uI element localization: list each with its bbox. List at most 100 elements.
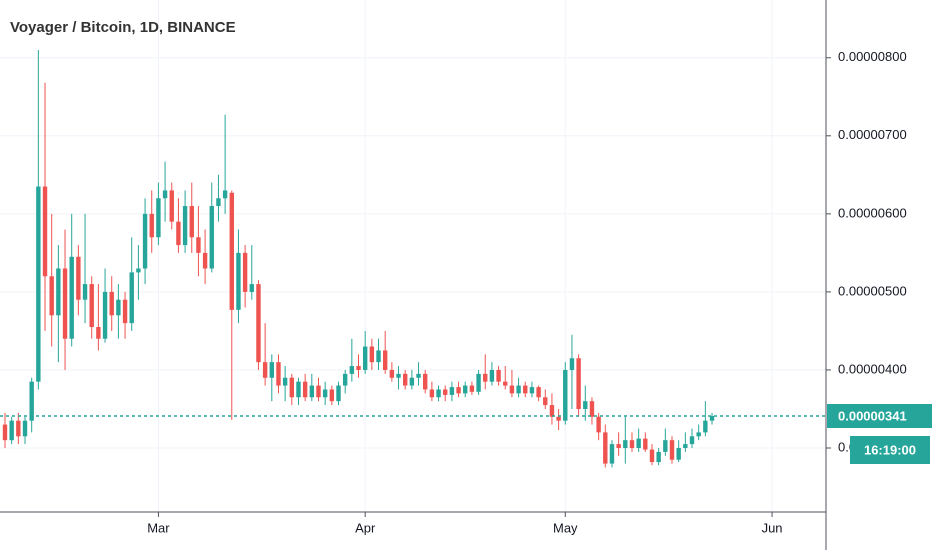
candle-body	[156, 198, 161, 238]
x-tick-label: Mar	[147, 520, 170, 535]
candle-body	[56, 268, 61, 316]
candle-body	[616, 444, 621, 448]
candle-body	[423, 373, 428, 390]
candle-body	[709, 416, 715, 421]
candle-body	[102, 291, 108, 339]
candle-body	[382, 350, 388, 370]
candle-body	[389, 369, 395, 378]
candle-body	[496, 369, 501, 382]
candle-body	[536, 387, 541, 398]
candle-body	[249, 284, 254, 292]
y-tick-label: 0.00000400	[838, 361, 907, 376]
candle-body	[589, 401, 595, 417]
candle-body	[483, 373, 488, 382]
candle-body	[629, 440, 635, 448]
candle-body	[529, 387, 535, 394]
candle-body	[236, 252, 241, 310]
x-tick-label: Jun	[762, 520, 783, 535]
candle-body	[376, 350, 381, 363]
candle-body	[656, 451, 661, 463]
last-price-box	[827, 404, 932, 428]
candle-body	[22, 420, 28, 437]
candle-body	[476, 373, 481, 392]
candle-body	[42, 186, 48, 277]
candle-body	[282, 377, 288, 386]
candle-body	[256, 284, 261, 363]
countdown-label: 16:19:00	[864, 442, 916, 457]
candle-body	[516, 385, 521, 394]
candle-body	[416, 373, 421, 378]
candle-body	[129, 272, 134, 324]
chart-title: Voyager / Bitcoin, 1D, BINANCE	[10, 19, 236, 36]
candle-body	[503, 381, 508, 386]
candle-body	[369, 346, 375, 363]
candle-body	[489, 369, 495, 382]
candle-body	[142, 213, 148, 269]
candle-body	[342, 373, 348, 386]
candle-body	[262, 362, 268, 378]
candle-body	[49, 276, 54, 316]
candle-body	[122, 299, 128, 324]
candle-body	[116, 299, 121, 316]
x-tick-label: May	[553, 520, 578, 535]
candle-body	[302, 381, 308, 398]
candle-body	[362, 346, 368, 370]
candle-body	[349, 366, 355, 374]
candle-body	[703, 420, 708, 433]
candle-body	[469, 385, 475, 392]
candle-body	[356, 366, 361, 370]
candle-body	[696, 432, 701, 437]
candle-body	[109, 291, 114, 316]
candle-body	[429, 389, 435, 398]
candle-body	[242, 252, 248, 292]
candle-body	[169, 190, 174, 222]
candle-body	[436, 389, 441, 398]
candle-body	[29, 381, 34, 421]
grid	[0, 0, 826, 512]
candle-body	[456, 387, 461, 394]
candle-body	[162, 190, 168, 199]
candle-body	[663, 440, 668, 452]
candle-body	[636, 438, 641, 448]
candle-body	[329, 389, 335, 402]
candle-body	[216, 198, 221, 207]
candle-body	[409, 377, 415, 386]
candle-body	[449, 387, 455, 395]
candle-body	[62, 268, 68, 339]
candle-body	[269, 362, 274, 378]
candle-body	[296, 381, 301, 398]
y-tick-label: 0.00000600	[838, 205, 907, 220]
candle-body	[96, 327, 101, 339]
countdown-box	[850, 436, 930, 464]
candle-body	[176, 221, 181, 246]
candle-body	[222, 190, 228, 199]
candle-body	[676, 448, 681, 460]
candle-body	[669, 440, 675, 460]
candle-body	[229, 192, 234, 310]
candle-body	[136, 268, 141, 273]
last-price-label: 0.00000341	[838, 408, 907, 423]
candle-body	[289, 377, 295, 398]
candle-body	[603, 432, 608, 464]
candle-body	[649, 449, 655, 463]
candle-body	[316, 385, 321, 398]
candle-body	[2, 424, 8, 441]
candle-body	[403, 373, 408, 386]
candle-body	[336, 385, 341, 402]
candle-body	[643, 438, 648, 450]
y-tick-label: 0.00000500	[838, 283, 907, 298]
candle-body	[196, 237, 201, 253]
candle-body	[556, 416, 561, 421]
candle-body	[523, 385, 528, 394]
candle-body	[89, 284, 94, 328]
candle-body	[609, 444, 615, 464]
candle-body	[149, 213, 154, 238]
y-tick-label: 0.00000800	[838, 49, 907, 64]
candle-body	[276, 362, 281, 386]
x-tick-label: Apr	[355, 520, 376, 535]
candle-body	[309, 385, 315, 398]
candle-body	[463, 385, 468, 394]
candle-body	[563, 369, 568, 421]
